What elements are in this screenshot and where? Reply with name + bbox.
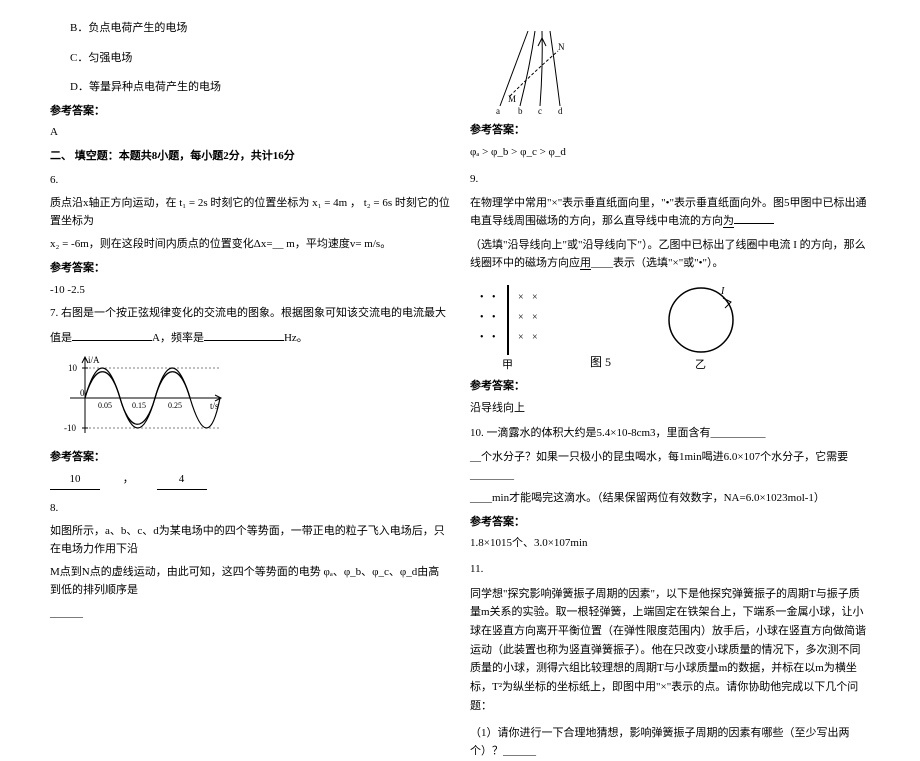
left-column: B．负点电荷产生的电场 C．匀强电场 D．等量异种点电荷产生的电场 参考答案： … [40, 20, 460, 631]
svg-text:b: b [518, 106, 523, 116]
q9-t2b: 用 [580, 257, 591, 270]
answer-label-10: 参考答案： [470, 514, 870, 532]
q6-body2: x₂ = -6m，则在这段时间内质点的位置变化Δx=__ m，平均速度v= m/… [50, 236, 450, 254]
option-c: C．匀强电场 [50, 50, 450, 68]
svg-text:t/s: t/s [210, 401, 219, 411]
q6-t1a: 质点沿x轴正方向运动，在 [50, 197, 177, 209]
q7-blank1 [72, 329, 152, 341]
answer-8: φₐ > φ_b > φ_c > φ_d [470, 144, 870, 162]
q7-c: Hz。 [284, 332, 308, 344]
svg-text:×: × [518, 292, 524, 303]
q11-t1: 同学想"探究影响弹簧振子周期的因素"，以下是他探究弹簧振子的周期T与振子质量m关… [470, 585, 870, 716]
q7-a: 值是 [50, 332, 72, 344]
svg-text:M: M [508, 94, 516, 104]
svg-text:10: 10 [68, 363, 78, 373]
field-lines-figure: M N a b c d [480, 26, 870, 116]
q9-t2: （选填"沿导线向上"或"沿导线向下"）。乙图中已标出了线圈中电流 I 的方向，那… [470, 237, 870, 272]
q6-t2a: 时刻它的位置坐标为 [210, 197, 309, 209]
fig5-center: 图 5 [590, 293, 611, 370]
answer-9: 沿导线向上 [470, 400, 870, 418]
svg-text:•: • [480, 312, 484, 323]
fig5-jia-label: 甲 [502, 359, 513, 370]
answer-5: A [50, 124, 450, 142]
answer-label-7: 参考答案： [50, 449, 450, 467]
q9-t1a: 在物理学中常用"×"表示垂直纸面向里，"•"表示垂直纸面向外。图5甲图中已标出通… [470, 197, 867, 228]
section-2-heading: 二、 填空题：本题共8小题，每小题2分，共计16分 [50, 148, 450, 166]
q11-sub1: （1）请你进行一下合理地猜想，影响弹簧振子周期的因素有哪些（至少写出两个）？__… [470, 725, 870, 760]
q7-b: A，频率是 [152, 332, 204, 344]
svg-text:×: × [518, 312, 524, 323]
fig5-jia-svg: • • • • • • × × × × × × 甲 [470, 280, 550, 370]
svg-text:d: d [558, 106, 563, 116]
answer-10: 1.8×1015个、3.0×107min [470, 535, 870, 553]
answer-label-9: 参考答案： [470, 378, 870, 396]
q10-t2: __个水分子？如果一只极小的昆虫喝水，每1min喝进6.0×107个水分子，它需… [470, 449, 870, 484]
q6-t2: t₂ = 6s [361, 197, 395, 209]
svg-text:•: • [480, 332, 484, 343]
answer-label-6: 参考答案： [50, 260, 450, 278]
option-d: D．等量异种点电荷产生的电场 [50, 79, 450, 97]
svg-text:0.25: 0.25 [168, 401, 182, 410]
option-b: B．负点电荷产生的电场 [50, 20, 450, 38]
svg-text:•: • [492, 292, 496, 303]
q8-text2: M点到N点的虚线运动，由此可知，这四个等势面的电势 φₐ、φ_b、φ_c、φ_d… [50, 564, 450, 599]
figure-5: • • • • • • × × × × × × 甲 图 5 I 乙 [470, 280, 870, 370]
q7-text: 右图是一个按正弦规律变化的交流电的图象。根据图象可知该交流电的电流最大 [61, 307, 446, 319]
q6-number: 6. [50, 172, 450, 190]
q9-num: 9. [470, 171, 870, 189]
ans7-a: 10 [50, 471, 100, 490]
answer-label-5: 参考答案： [50, 103, 450, 121]
q7-num: 7. [50, 307, 58, 319]
ans7-b: 4 [157, 471, 207, 490]
q7-blank2 [204, 329, 284, 341]
q9-blank1 [734, 212, 774, 224]
fig5-label: 图 5 [590, 353, 611, 370]
q9-t1b: 为 [723, 215, 734, 228]
q6-t5: ，则在这段时间内质点的位置变化Δx=__ m，平均速度v= m/s。 [89, 238, 391, 250]
q6-x1: x₁ = 4m [309, 197, 350, 209]
svg-text:乙: 乙 [695, 358, 706, 370]
q6-t1: t₁ = 2s [177, 197, 211, 209]
svg-text:N: N [558, 42, 565, 52]
q6-body: 质点沿x轴正方向运动，在 t₁ = 2s 时刻它的位置坐标为 x₁ = 4m ，… [50, 195, 450, 230]
q8-text1: 如图所示，a、b、c、d为某电场中的四个等势面，一带正电的粒子飞入电场后，只在电… [50, 523, 450, 558]
svg-text:0.15: 0.15 [132, 401, 146, 410]
q7-line: 7. 右图是一个按正弦规律变化的交流电的图象。根据图象可知该交流电的电流最大 [50, 305, 450, 323]
svg-text:a: a [496, 106, 500, 116]
q6-x2: x₂ = -6m [50, 238, 89, 250]
fig5-yi-svg: I 乙 [651, 280, 751, 370]
q10-t1: 一滴露水的体积大约是5.4×10-8cm3，里面含有__________ [487, 427, 766, 439]
q10-num: 10. [470, 427, 484, 439]
svg-text:i/A: i/A [88, 355, 100, 365]
answer-6: -10 -2.5 [50, 282, 450, 300]
q8-num: 8. [50, 500, 450, 518]
q10-line1: 10. 一滴露水的体积大约是5.4×10-8cm3，里面含有__________ [470, 425, 870, 443]
answer-label-8: 参考答案： [470, 122, 870, 140]
q9-t1: 在物理学中常用"×"表示垂直纸面向里，"•"表示垂直纸面向外。图5甲图中已标出通… [470, 195, 870, 231]
right-column: M N a b c d 参考答案： φₐ > φ_b > φ_c > φ_d 9… [460, 20, 880, 631]
svg-text:×: × [532, 332, 538, 343]
svg-text:c: c [538, 106, 542, 116]
sine-chart: 10 -10 0 0.05 0.15 0.25 i/A t/s [60, 353, 450, 443]
q8-blank: ______ [50, 605, 450, 623]
q7-line2: 值是 A，频率是 Hz。 [50, 329, 450, 348]
q10-t3: ____min才能喝完这滴水。（结果保留两位有效数字，NA=6.0×1023mo… [470, 490, 870, 508]
svg-text:×: × [532, 292, 538, 303]
q9-t2c: ____表示（选填"×"或"•"）。 [591, 257, 724, 269]
svg-text:•: • [492, 332, 496, 343]
ans7-sep: ， [123, 473, 134, 485]
svg-text:-10: -10 [64, 423, 76, 433]
svg-text:×: × [532, 312, 538, 323]
svg-text:×: × [518, 332, 524, 343]
svg-text:0: 0 [80, 388, 85, 398]
svg-text:0.05: 0.05 [98, 401, 112, 410]
q6-t3: ， [350, 197, 361, 209]
svg-text:•: • [492, 312, 496, 323]
q11-num: 11. [470, 561, 870, 579]
answer-7: 10 ， 4 [50, 471, 450, 490]
q8-t2: M点到N点的虚线运动，由此可知，这四个等势面的电势 φₐ、φ_b、φ_c、φ_d… [50, 566, 439, 596]
svg-text:I: I [720, 286, 725, 297]
svg-text:•: • [480, 292, 484, 303]
